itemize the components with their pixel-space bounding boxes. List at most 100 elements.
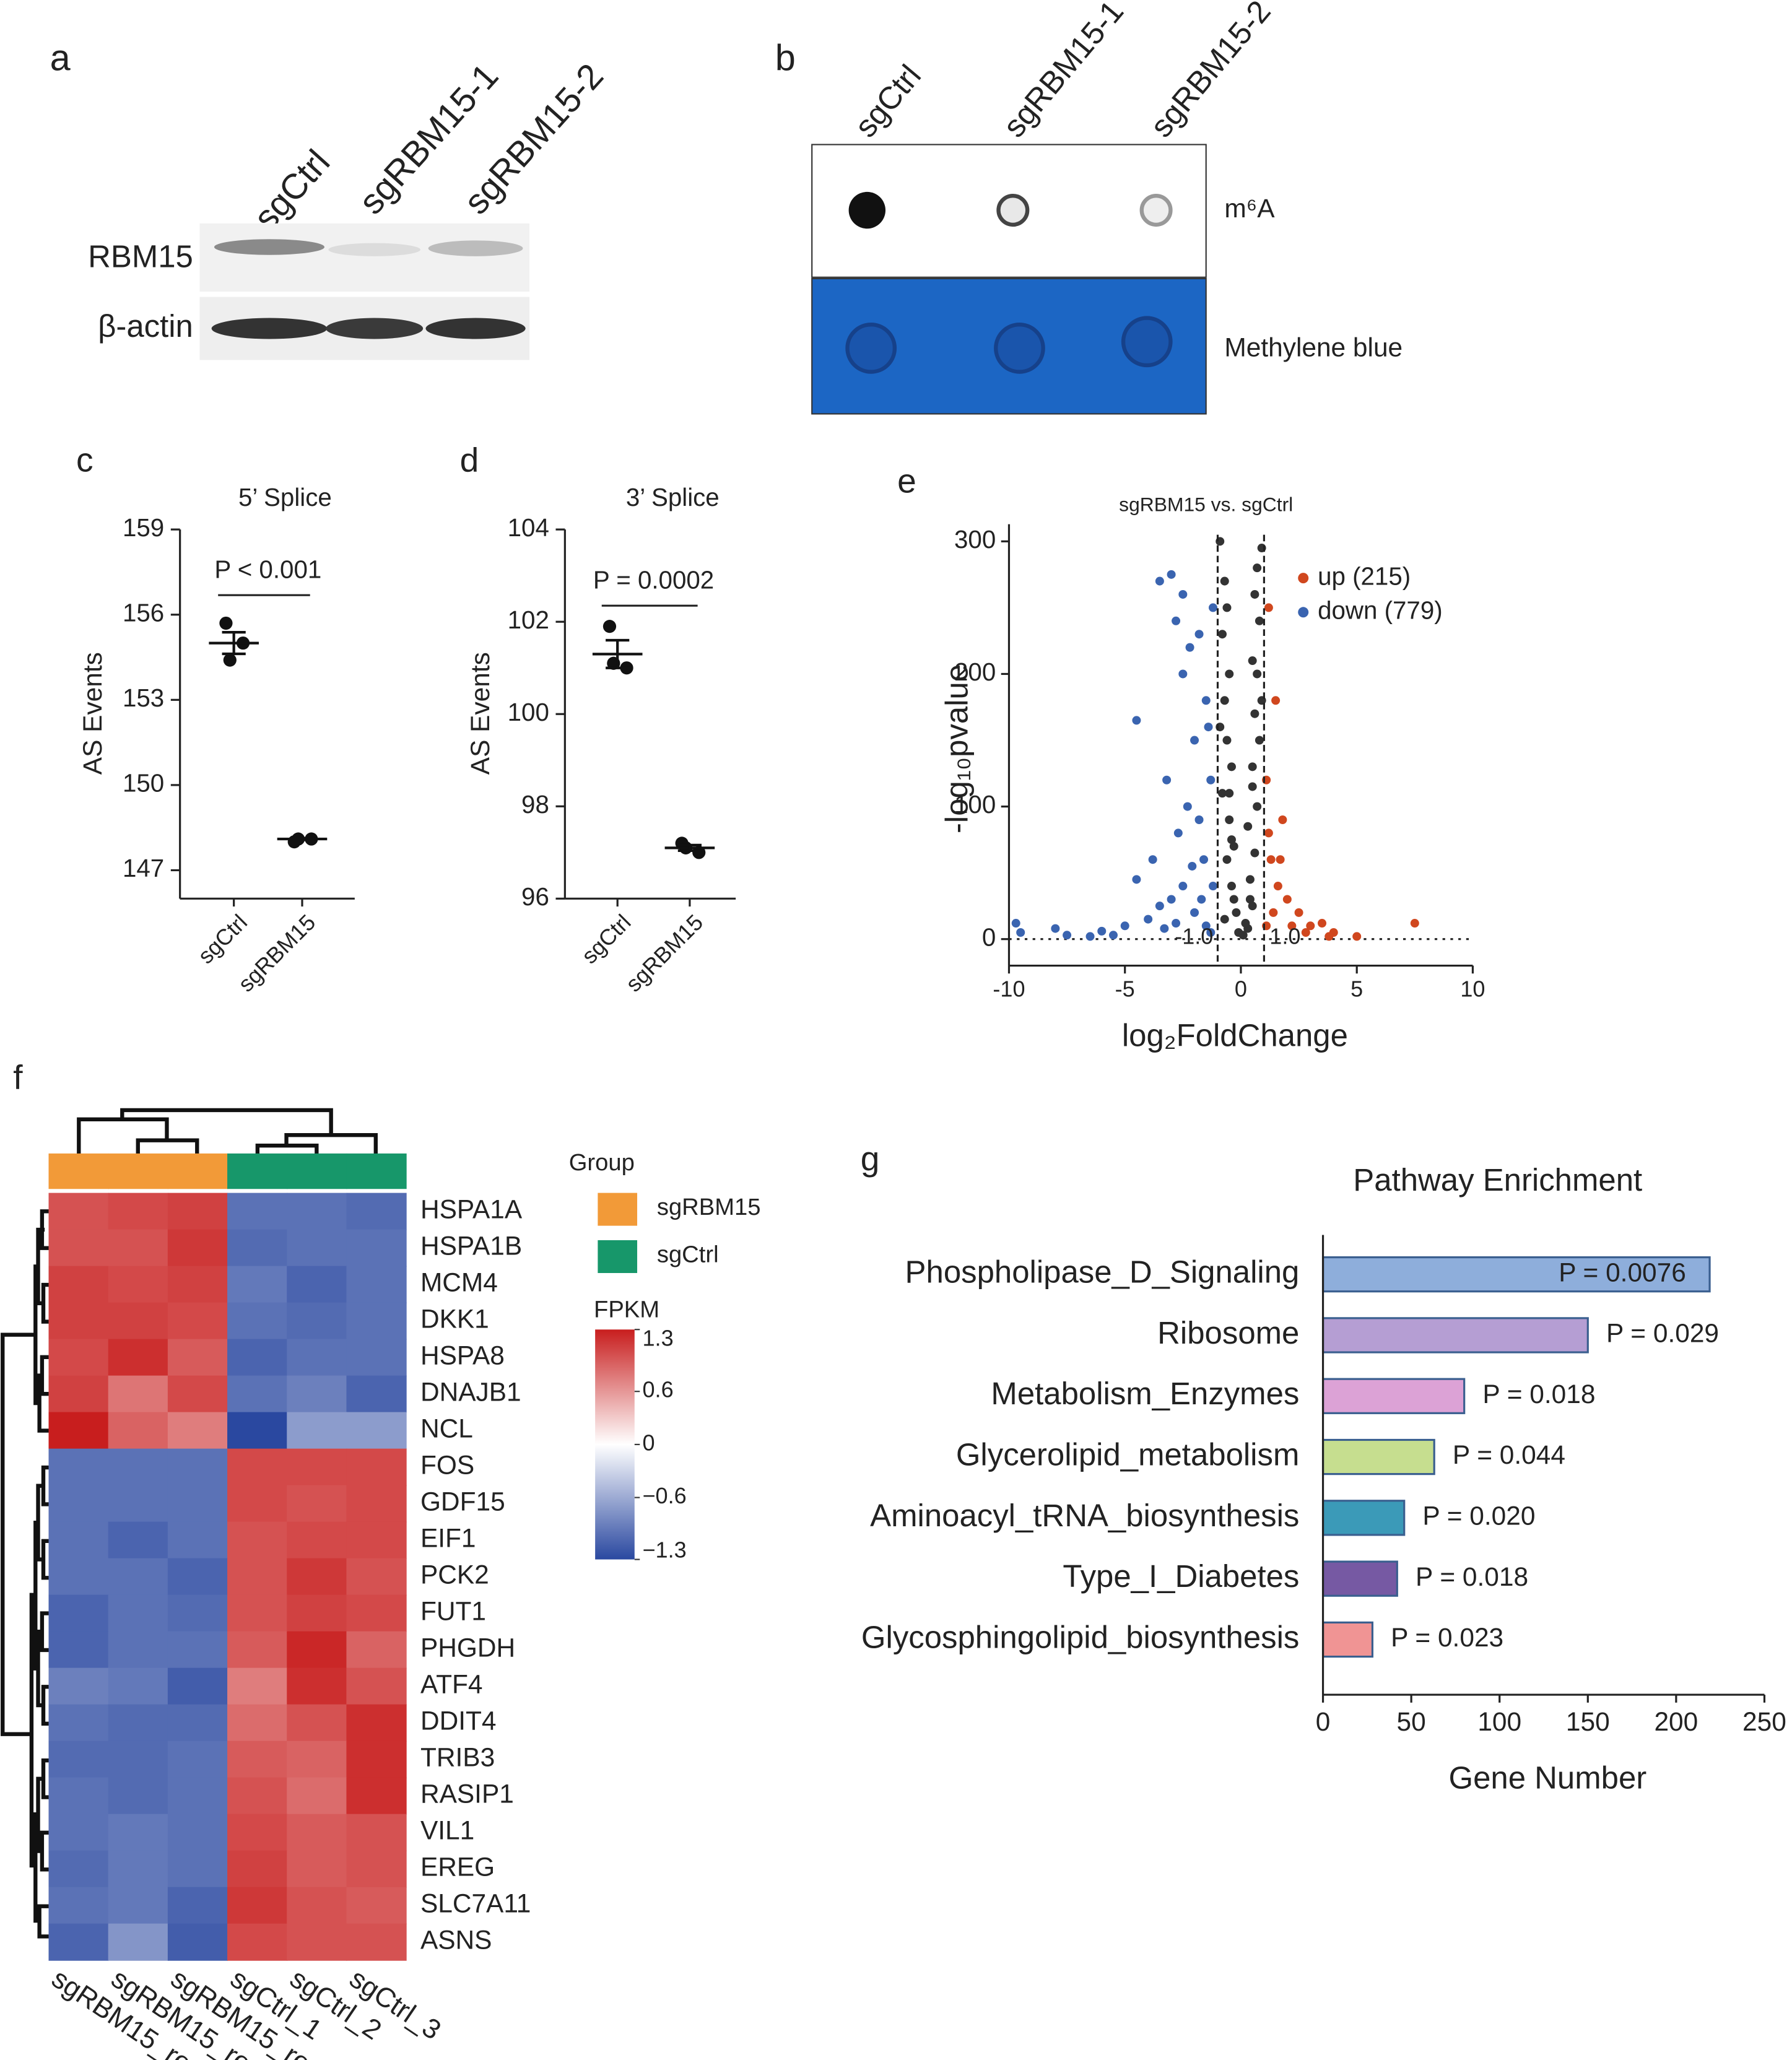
lane-label: sgRBM15-1: [996, 0, 1130, 144]
annotation: P = 0.029: [1606, 1319, 1719, 1348]
row-label: RBM15: [88, 239, 193, 274]
point: [1206, 775, 1216, 784]
group-cell: [48, 1153, 109, 1189]
heat-cell: [346, 1704, 407, 1742]
legend-label: down (779): [1318, 596, 1443, 624]
annotation: P = 0.0002: [593, 567, 714, 594]
heat-cell: [227, 1266, 288, 1303]
heat-cell: [48, 1814, 109, 1851]
heat-cell: [48, 1339, 109, 1376]
panel-label: g: [861, 1139, 880, 1178]
point: [1248, 656, 1257, 666]
heat-cell: [227, 1558, 288, 1596]
heat-cell: [346, 1302, 407, 1340]
row-label: RASIP1: [420, 1779, 514, 1808]
heat-cell: [167, 1412, 228, 1449]
point: [1232, 908, 1241, 917]
point: [1016, 928, 1025, 937]
row-label: EREG: [420, 1852, 495, 1881]
heat-cell: [108, 1887, 168, 1924]
point: [1155, 576, 1164, 586]
colorbar-tick-label: 1.3: [643, 1326, 674, 1351]
point: [1185, 643, 1194, 652]
y-axis-label: AS Events: [466, 652, 495, 775]
point: [1167, 570, 1176, 579]
heat-cell: [346, 1412, 407, 1449]
point: [1190, 908, 1199, 917]
point: [1209, 882, 1218, 891]
y-tick-label: Ribosome: [1157, 1315, 1299, 1350]
heat-cell: [346, 1887, 407, 1924]
threshold-label: 1.0: [1269, 924, 1300, 949]
heat-cell: [346, 1850, 407, 1888]
point: [1306, 921, 1315, 931]
y-axis-label: -log₁₀pvalue: [939, 664, 974, 833]
row-label: ATF4: [420, 1669, 483, 1698]
y-tick-label: 159: [123, 514, 164, 542]
point: [1085, 932, 1095, 941]
legend-swatch: [598, 1240, 638, 1274]
x-tick-label: 250: [1742, 1707, 1786, 1736]
annotation: P = 0.0076: [1559, 1258, 1686, 1287]
heat-cell: [287, 1850, 347, 1888]
band: [428, 240, 523, 256]
heat-cell: [167, 1229, 228, 1267]
y-tick-label: 0: [982, 923, 996, 951]
heat-cell: [108, 1814, 168, 1851]
point: [1245, 895, 1255, 904]
colorbar-tick-label: 0: [643, 1430, 655, 1455]
heat-cell: [108, 1850, 168, 1888]
point: [1227, 835, 1236, 845]
row-label: Methylene blue: [1224, 333, 1403, 362]
heat-cell: [167, 1667, 228, 1705]
point: [1238, 931, 1248, 940]
panel-label: a: [50, 37, 71, 78]
x-tick-label: 50: [1397, 1707, 1426, 1736]
row-label: TRIB3: [420, 1742, 495, 1771]
heat-cell: [167, 1521, 228, 1559]
heat-cell: [167, 1777, 228, 1815]
heat-cell: [108, 1266, 168, 1303]
point: [1197, 895, 1206, 904]
legend-label: sgCtrl: [657, 1241, 719, 1268]
heat-cell: [287, 1339, 347, 1376]
heat-cell: [346, 1229, 407, 1267]
panel-label: e: [897, 461, 916, 500]
heat-cell: [227, 1521, 288, 1559]
point: [1352, 932, 1362, 941]
x-axis-label: log₂FoldChange: [1122, 1018, 1348, 1053]
heat-cell: [167, 1704, 228, 1742]
point: [1250, 589, 1259, 599]
heat-cell: [346, 1266, 407, 1303]
group-cell: [108, 1153, 168, 1189]
row-label: m⁶A: [1224, 194, 1275, 223]
heat-cell: [48, 1631, 109, 1669]
heat-cell: [108, 1631, 168, 1669]
heat-cell: [287, 1412, 347, 1449]
row-label: HSPA8: [420, 1341, 505, 1370]
bar: [1321, 1317, 1589, 1354]
point: [1144, 915, 1153, 924]
panel-label: c: [76, 441, 94, 479]
heat-cell: [287, 1594, 347, 1632]
row-label: GDF15: [420, 1487, 505, 1516]
heat-cell: [48, 1193, 109, 1230]
dot: [602, 620, 617, 633]
heat-cell: [346, 1741, 407, 1778]
y-tick-label: Glycerolipid_metabolism: [956, 1437, 1300, 1472]
point: [1172, 616, 1181, 625]
dot: [219, 616, 233, 630]
point: [1301, 928, 1310, 937]
legend-label: up (215): [1318, 562, 1411, 590]
row-label: DKK1: [420, 1304, 489, 1333]
heat-cell: [48, 1229, 109, 1267]
point: [1271, 696, 1281, 705]
x-axis-label: Gene Number: [1448, 1760, 1646, 1795]
heat-cell: [48, 1412, 109, 1449]
heat-cell: [227, 1741, 288, 1778]
x-tick-label: 150: [1566, 1707, 1610, 1736]
panel-label: b: [775, 37, 796, 78]
heat-cell: [287, 1375, 347, 1413]
point: [1051, 924, 1060, 933]
